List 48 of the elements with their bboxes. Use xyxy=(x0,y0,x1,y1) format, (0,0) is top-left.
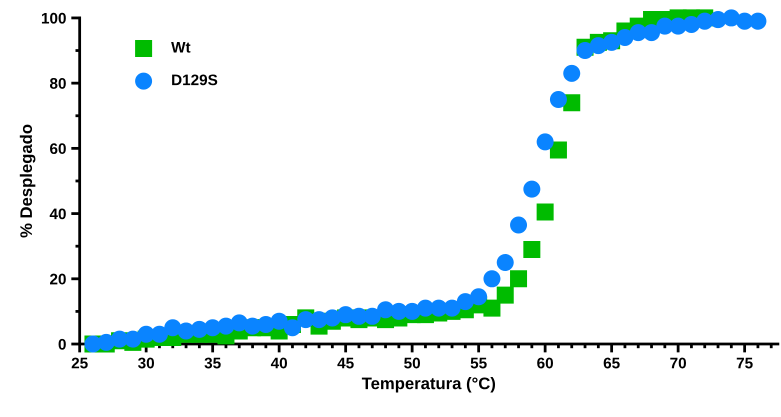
point xyxy=(563,64,580,82)
point xyxy=(682,16,700,33)
point xyxy=(483,270,500,288)
y-tick-label: 100 xyxy=(42,12,66,24)
x-tick-label: 60 xyxy=(537,358,554,368)
point xyxy=(456,293,474,310)
point xyxy=(536,133,554,150)
x-tick-label: 65 xyxy=(604,358,620,368)
legend-label: Wt xyxy=(171,42,190,53)
point xyxy=(124,330,142,348)
point xyxy=(523,180,540,198)
point xyxy=(510,216,528,234)
point xyxy=(496,254,514,272)
x-tick-label: 40 xyxy=(270,358,288,368)
y-tick-label: 0 xyxy=(58,338,66,350)
point xyxy=(749,12,766,30)
point xyxy=(483,300,500,317)
point xyxy=(496,286,514,304)
legend-label: D129S xyxy=(172,74,218,86)
point xyxy=(404,302,421,320)
point xyxy=(536,203,554,220)
x-tick-label: 45 xyxy=(337,358,354,368)
point xyxy=(550,90,567,108)
point xyxy=(510,270,528,288)
point xyxy=(444,300,461,317)
point xyxy=(284,319,301,336)
x-tick-label: 70 xyxy=(670,358,686,368)
point xyxy=(643,24,660,42)
point xyxy=(470,288,488,306)
point xyxy=(150,326,168,343)
x-axis-title: Temperatura (°C) xyxy=(362,377,496,393)
y-tick-label: 80 xyxy=(50,78,66,89)
point xyxy=(576,42,594,60)
x-tick-label: 30 xyxy=(138,358,154,368)
point xyxy=(523,240,540,258)
point xyxy=(217,318,234,335)
y-tick-label: 20 xyxy=(50,274,66,284)
y-tick-label: 40 xyxy=(50,208,66,220)
point xyxy=(550,141,567,159)
point xyxy=(616,28,634,46)
y-tick-label: 60 xyxy=(50,143,66,154)
x-tick-label: 75 xyxy=(736,358,753,368)
x-tick-label: 35 xyxy=(204,358,221,368)
x-tick-label: 25 xyxy=(72,358,88,368)
y-axis-title: % Desplegado xyxy=(20,124,36,238)
x-tick-label: 55 xyxy=(470,358,487,368)
point xyxy=(270,312,288,330)
x-tick-label: 50 xyxy=(404,358,420,368)
